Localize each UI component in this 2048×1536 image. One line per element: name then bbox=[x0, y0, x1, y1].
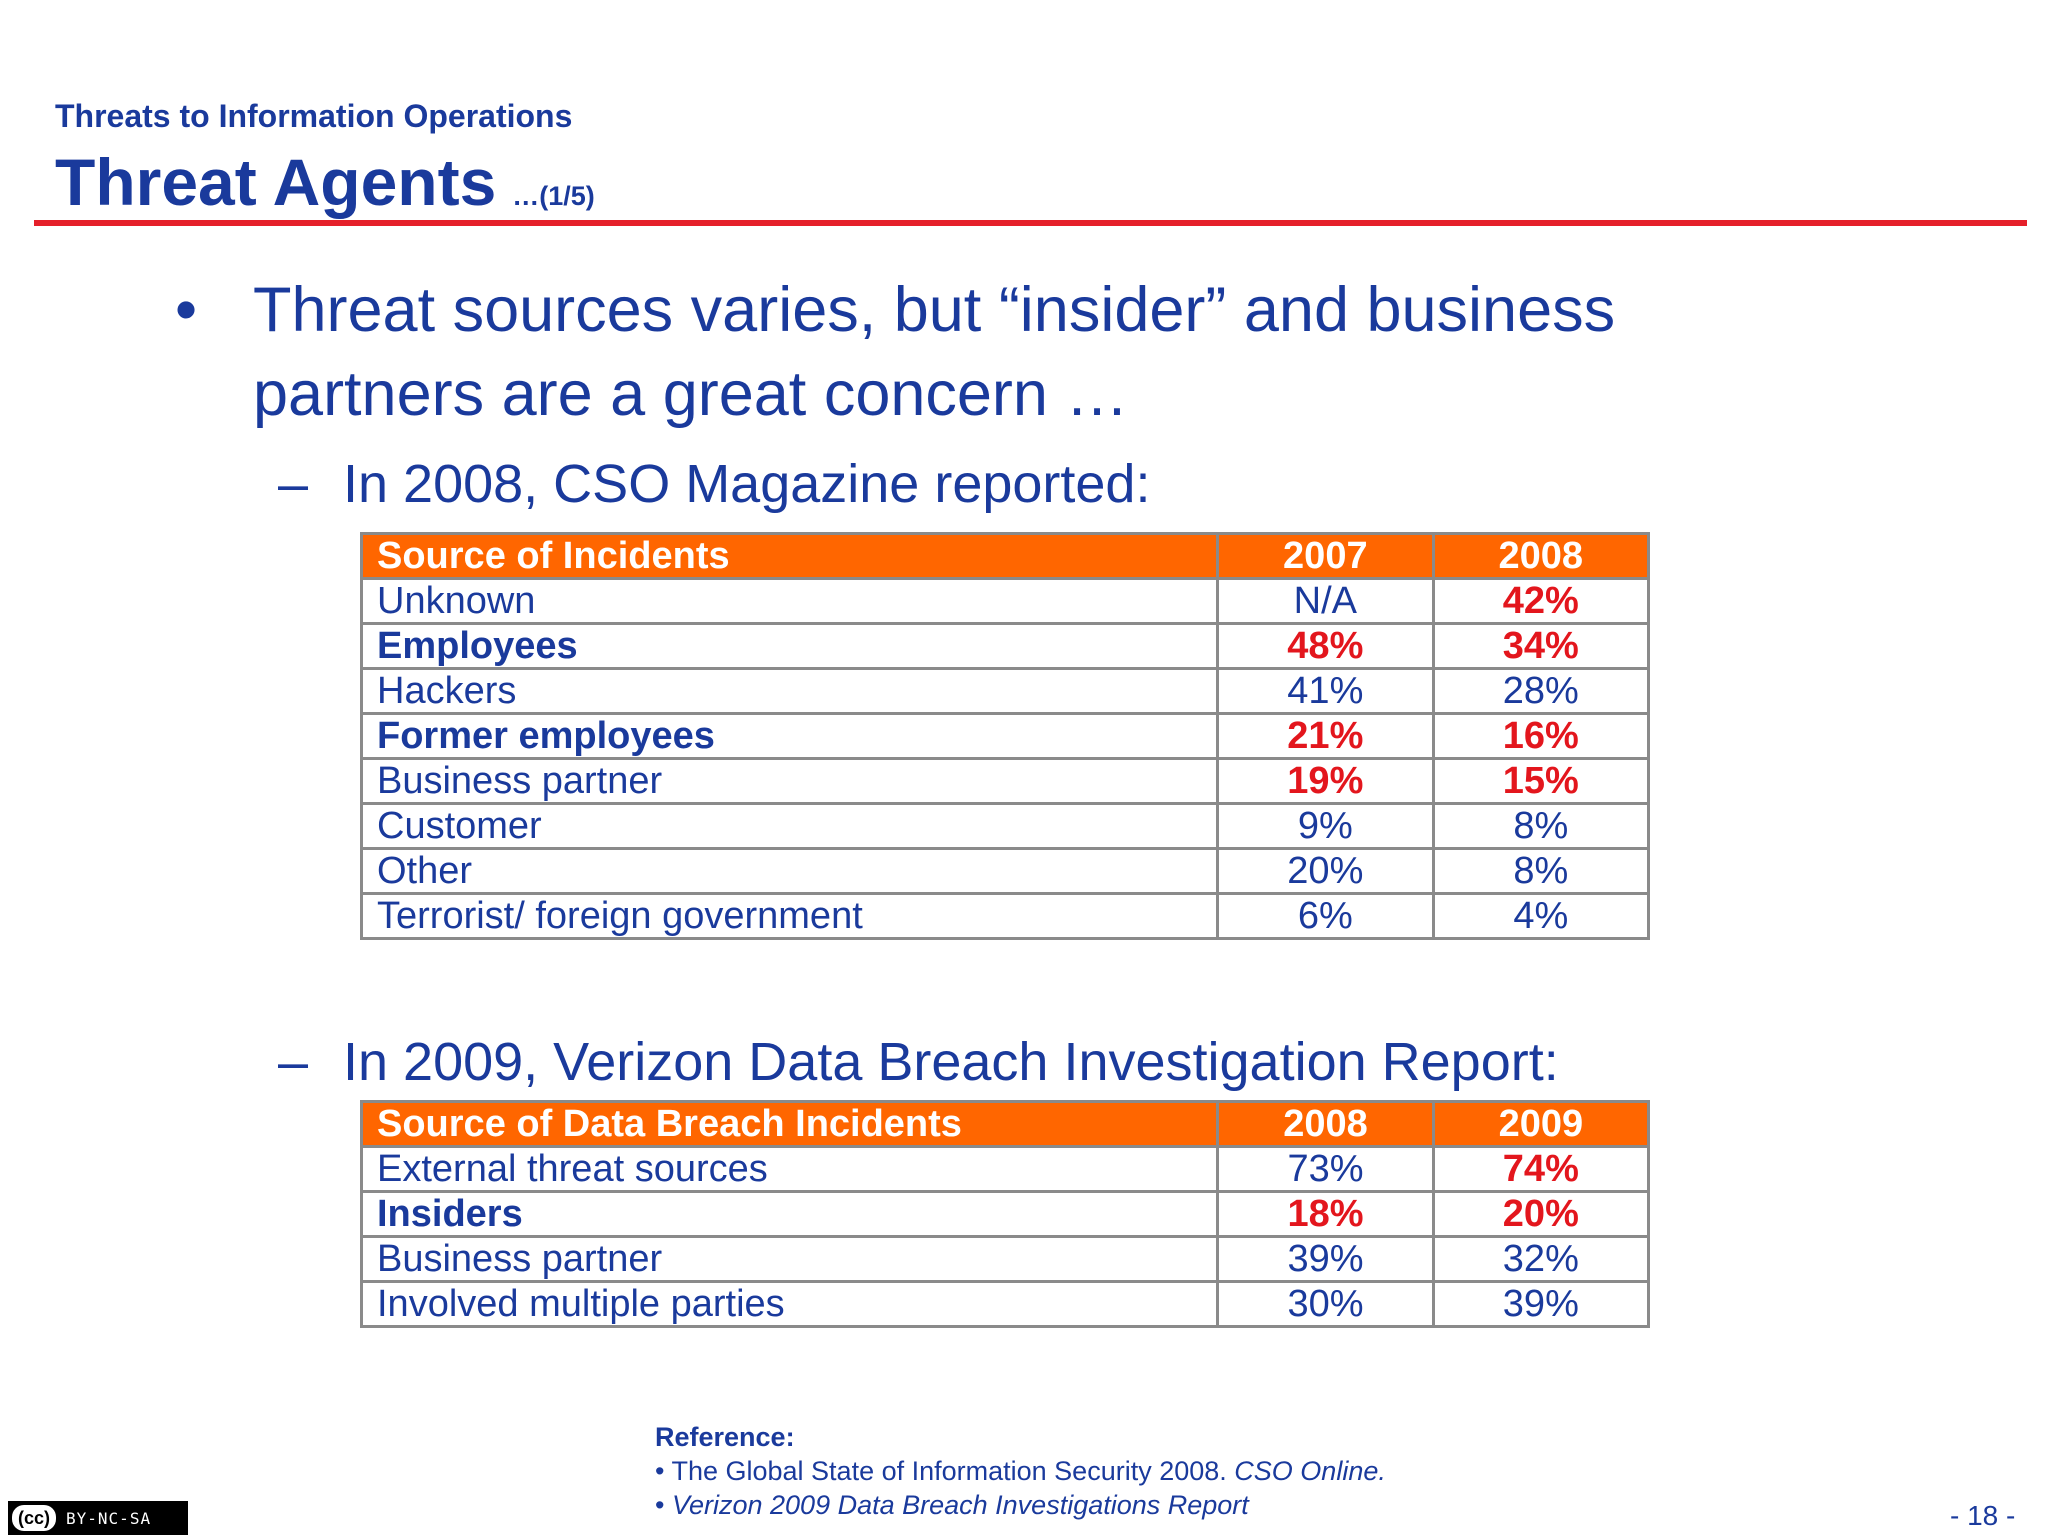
cc-license-badge: (cc) BY-NC-SA bbox=[8, 1501, 188, 1535]
table-cell: 30% bbox=[1216, 1280, 1435, 1328]
table-cell: 73% bbox=[1216, 1145, 1435, 1193]
table-cell: 8% bbox=[1431, 847, 1651, 895]
table-cell: Business partner bbox=[359, 757, 1220, 805]
table-cell: 41% bbox=[1216, 667, 1435, 715]
reference-item: • Verizon 2009 Data Breach Investigation… bbox=[655, 1488, 1386, 1522]
reference-item-text: • bbox=[655, 1490, 665, 1520]
section-verizon-text: In 2009, Verizon Data Breach Investigati… bbox=[343, 1032, 1559, 1092]
table-row: Terrorist/ foreign government 6% 4% bbox=[359, 892, 1651, 940]
table-row: Unknown N/A 42% bbox=[359, 577, 1651, 625]
table-cell: N/A bbox=[1216, 577, 1435, 625]
table-cell: 16% bbox=[1431, 712, 1651, 760]
table-row: Business partner 39% 32% bbox=[359, 1235, 1651, 1283]
table-row: Other 20% 8% bbox=[359, 847, 1651, 895]
section-cso-text: In 2008, CSO Magazine reported: bbox=[343, 454, 1151, 514]
page-number: - 18 - bbox=[1950, 1500, 2016, 1531]
column-header: 2008 bbox=[1431, 532, 1651, 580]
table-row: External threat sources 73% 74% bbox=[359, 1145, 1651, 1193]
table-cell: 42% bbox=[1431, 577, 1651, 625]
slide-part-indicator: …(1/5) bbox=[512, 181, 595, 211]
license-terms: BY-NC-SA bbox=[66, 1508, 152, 1528]
table-cell: 48% bbox=[1216, 622, 1435, 670]
table-cell: 6% bbox=[1216, 892, 1435, 940]
reference-item-italic: Verizon 2009 Data Breach Investigations … bbox=[671, 1490, 1249, 1520]
table-cell: 4% bbox=[1431, 892, 1651, 940]
reference-item: • The Global State of Information Securi… bbox=[655, 1454, 1386, 1488]
table-row: Former employees 21% 16% bbox=[359, 712, 1651, 760]
column-header: Source of Incidents bbox=[359, 532, 1220, 580]
table-cell: 39% bbox=[1216, 1235, 1435, 1283]
table-cell: Other bbox=[359, 847, 1220, 895]
table-cell: Former employees bbox=[359, 712, 1220, 760]
reference-item-italic: CSO Online. bbox=[1234, 1456, 1386, 1486]
slide-title: Threat Agents …(1/5) bbox=[55, 142, 595, 236]
table-cell: Unknown bbox=[359, 577, 1220, 625]
table-cell: 18% bbox=[1216, 1190, 1435, 1238]
incidents-table: Source of Incidents 2007 2008 Unknown N/… bbox=[359, 532, 1651, 940]
reference-item-text: • The Global State of Information Securi… bbox=[655, 1456, 1227, 1486]
table-cell: Hackers bbox=[359, 667, 1220, 715]
table-cell: 15% bbox=[1431, 757, 1651, 805]
table-row: Insiders 18% 20% bbox=[359, 1190, 1651, 1238]
table-cell: External threat sources bbox=[359, 1145, 1220, 1193]
table-header-row: Source of Incidents 2007 2008 bbox=[359, 532, 1651, 580]
table-row: Hackers 41% 28% bbox=[359, 667, 1651, 715]
reference-heading: Reference: bbox=[655, 1422, 795, 1452]
table-row: Employees 48% 34% bbox=[359, 622, 1651, 670]
dash-marker: – bbox=[278, 1032, 309, 1092]
dash-marker: – bbox=[278, 454, 309, 514]
title-divider bbox=[34, 220, 2027, 226]
table-cell: Terrorist/ foreign government bbox=[359, 892, 1220, 940]
table-cell: 21% bbox=[1216, 712, 1435, 760]
table-cell: 74% bbox=[1431, 1145, 1651, 1193]
column-header: Source of Data Breach Incidents bbox=[359, 1100, 1220, 1148]
table-row: Involved multiple parties 30% 39% bbox=[359, 1280, 1651, 1328]
breach-table: Source of Data Breach Incidents 2008 200… bbox=[359, 1100, 1651, 1328]
column-header: 2009 bbox=[1431, 1100, 1651, 1148]
slide-title-text: Threat Agents bbox=[55, 145, 497, 219]
table-cell: 20% bbox=[1431, 1190, 1651, 1238]
table-cell: 20% bbox=[1216, 847, 1435, 895]
cc-icon: (cc) bbox=[12, 1505, 57, 1531]
bullet-marker: • bbox=[175, 275, 198, 345]
table-cell: 28% bbox=[1431, 667, 1651, 715]
table-header-row: Source of Data Breach Incidents 2008 200… bbox=[359, 1100, 1651, 1148]
column-header: 2007 bbox=[1216, 532, 1435, 580]
table-cell: 32% bbox=[1431, 1235, 1651, 1283]
table-row: Customer 9% 8% bbox=[359, 802, 1651, 850]
table-row: Business partner 19% 15% bbox=[359, 757, 1651, 805]
slide-subtitle: Threats to Information Operations bbox=[55, 98, 573, 134]
column-header: 2008 bbox=[1216, 1100, 1435, 1148]
reference-block: Reference: • The Global State of Informa… bbox=[655, 1420, 1386, 1522]
table-cell: Employees bbox=[359, 622, 1220, 670]
table-cell: 34% bbox=[1431, 622, 1651, 670]
table-cell: Business partner bbox=[359, 1235, 1220, 1283]
table-cell: Involved multiple parties bbox=[359, 1280, 1220, 1328]
table-cell: 39% bbox=[1431, 1280, 1651, 1328]
table-cell: 9% bbox=[1216, 802, 1435, 850]
table-cell: 8% bbox=[1431, 802, 1651, 850]
table-cell: Insiders bbox=[359, 1190, 1220, 1238]
main-bullet-text: Threat sources varies, but “insider” and… bbox=[253, 275, 1616, 429]
table-cell: 19% bbox=[1216, 757, 1435, 805]
table-cell: Customer bbox=[359, 802, 1220, 850]
